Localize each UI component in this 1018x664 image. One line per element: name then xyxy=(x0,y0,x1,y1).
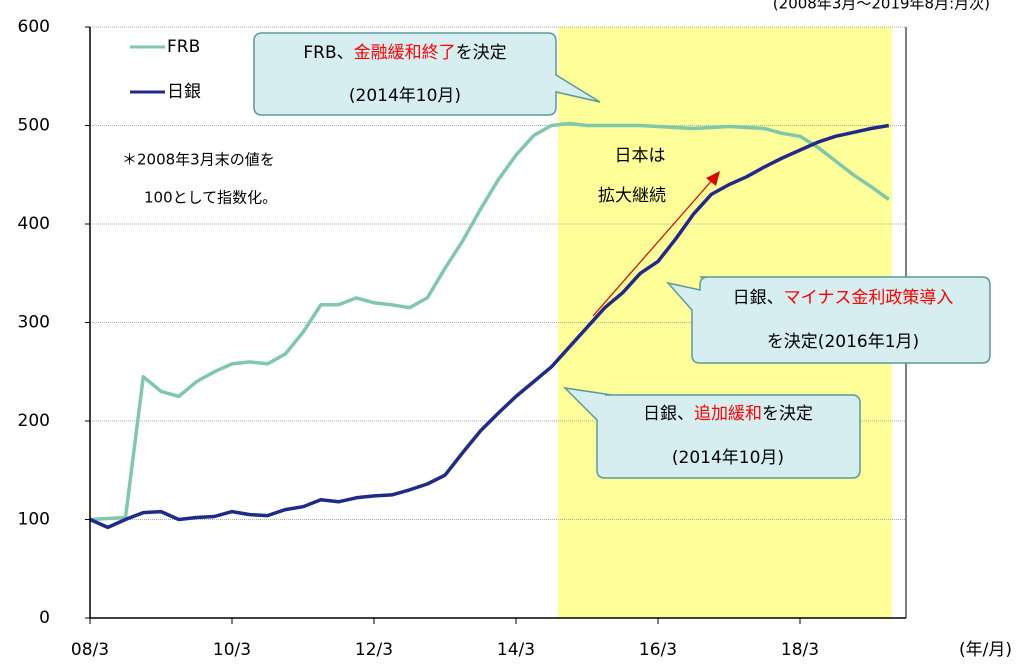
y-tick-label: 100 xyxy=(18,510,50,530)
legend-label: FRB xyxy=(167,37,200,57)
x-tick-label: 14/3 xyxy=(497,640,535,660)
legend-label: 日銀 xyxy=(167,82,201,102)
callout-text: (2014年10月) xyxy=(672,448,784,468)
subtitle: (2008年3月～2019年8月:月次) xyxy=(773,0,990,13)
callout-text: (2014年10月) xyxy=(349,86,461,106)
callout-text: を決定 xyxy=(762,404,813,424)
x-axis-label: (年/月) xyxy=(959,640,1012,660)
y-tick-label: 300 xyxy=(18,313,50,333)
x-tick-label: 10/3 xyxy=(213,640,251,660)
callout-text: 日銀、 xyxy=(643,404,694,424)
callout-text: 日銀、マイナス金利政策導入 xyxy=(733,288,954,308)
x-tick-label: 08/3 xyxy=(71,640,109,660)
trend-arrow-head xyxy=(706,171,720,186)
x-tick-label: 12/3 xyxy=(355,640,393,660)
y-tick-label: 200 xyxy=(18,411,50,431)
shaded-label: 日本は xyxy=(615,146,666,166)
callout-text: 追加緩和 xyxy=(694,404,762,424)
callout-text: FRB、 xyxy=(303,43,353,63)
x-tick-label: 16/3 xyxy=(639,640,677,660)
callout xyxy=(665,276,991,364)
callout-text: FRB、金融緩和終了を決定 xyxy=(303,43,506,63)
callout-text: 金融緩和終了 xyxy=(354,43,456,63)
callout-text: 日銀、 xyxy=(733,288,784,308)
trend-arrow xyxy=(592,177,715,317)
shaded-label: 拡大継続 xyxy=(598,186,666,206)
note: 100として指数化。 xyxy=(144,189,277,207)
callout-text: を決定(2016年1月) xyxy=(767,332,919,352)
series-line xyxy=(89,123,890,530)
callout-text: 日銀、追加緩和を決定 xyxy=(643,404,813,424)
y-tick-label: 400 xyxy=(18,214,50,234)
lines xyxy=(89,121,890,530)
y-tick-label: 500 xyxy=(18,116,50,136)
note: ＊2008年3月末の値を xyxy=(122,151,275,169)
y-tick-label: 0 xyxy=(39,608,50,628)
callout xyxy=(562,386,861,479)
callout-text: を決定 xyxy=(456,43,507,63)
x-tick-label: 18/3 xyxy=(781,640,819,660)
series-line xyxy=(89,121,890,522)
callout-text: マイナス金利政策導入 xyxy=(784,288,954,308)
y-tick-label: 600 xyxy=(18,17,50,37)
callout xyxy=(253,32,601,116)
